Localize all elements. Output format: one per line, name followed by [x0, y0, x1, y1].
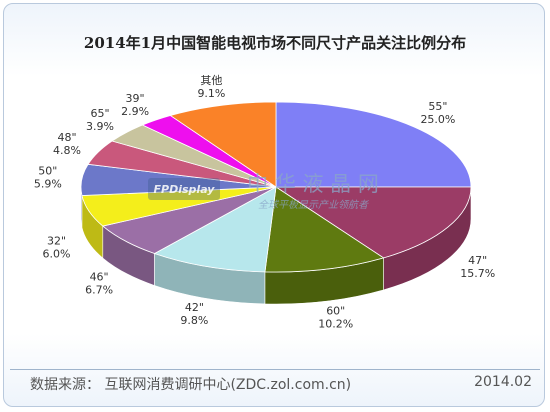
- slice-60in: [264, 186, 385, 273]
- footer-divider: [10, 369, 540, 370]
- value-label-other: 9.1%: [197, 87, 225, 100]
- watermark-name: 中 华 液 晶 网: [247, 172, 379, 196]
- category-label-50in: 50": [38, 164, 57, 177]
- value-label-50in: 5.9%: [34, 177, 62, 190]
- category-label-60in: 60": [326, 304, 345, 317]
- data-source: 数据来源： 互联网消费调研中心(ZDC.zol.com.cn): [30, 377, 352, 393]
- value-label-46in: 6.7%: [85, 283, 113, 296]
- category-label-47in: 47": [468, 254, 487, 267]
- value-label-55in: 25.0%: [420, 113, 455, 126]
- category-label-32in: 32": [47, 234, 66, 247]
- pie-labels: 55"25.0% 47"15.7% 60"10.2% 42"9.8% 46"6.7% 32…: [34, 74, 495, 330]
- pie-top: [80, 101, 472, 273]
- category-label-65in: 65": [90, 107, 109, 120]
- category-label-other: 其他: [200, 74, 222, 87]
- value-label-39in: 2.9%: [121, 105, 149, 118]
- category-label-42in: 42": [185, 301, 204, 314]
- watermark-badge-box: [148, 178, 220, 200]
- watermark-badge: FPDisplay: [154, 183, 216, 196]
- value-label-48in: 4.8%: [53, 144, 81, 157]
- slice-42in: [153, 186, 277, 273]
- value-label-42in: 9.8%: [180, 314, 208, 327]
- slice-55in: [275, 101, 472, 188]
- value-label-65in: 3.9%: [86, 120, 114, 133]
- category-label-55in: 55": [428, 100, 447, 113]
- value-label-47in: 15.7%: [460, 267, 495, 280]
- category-label-48in: 48": [57, 131, 76, 144]
- publish-date: 2014.02: [474, 374, 532, 390]
- watermark: FPDisplay 中 华 液 晶 网 全球平板显示产业领航者: [148, 172, 379, 211]
- value-label-60in: 10.2%: [318, 317, 353, 330]
- watermark-subtitle: 全球平板显示产业领航者: [258, 199, 369, 211]
- value-label-32in: 6.0%: [43, 247, 71, 260]
- category-label-39in: 39": [126, 92, 145, 105]
- slice-other: [169, 101, 277, 188]
- slice-47in: [274, 186, 472, 259]
- chart-title: 2014年1月中国智能电视市场不同尺寸产品关注比例分布: [83, 34, 467, 52]
- category-label-46in: 46": [90, 270, 109, 283]
